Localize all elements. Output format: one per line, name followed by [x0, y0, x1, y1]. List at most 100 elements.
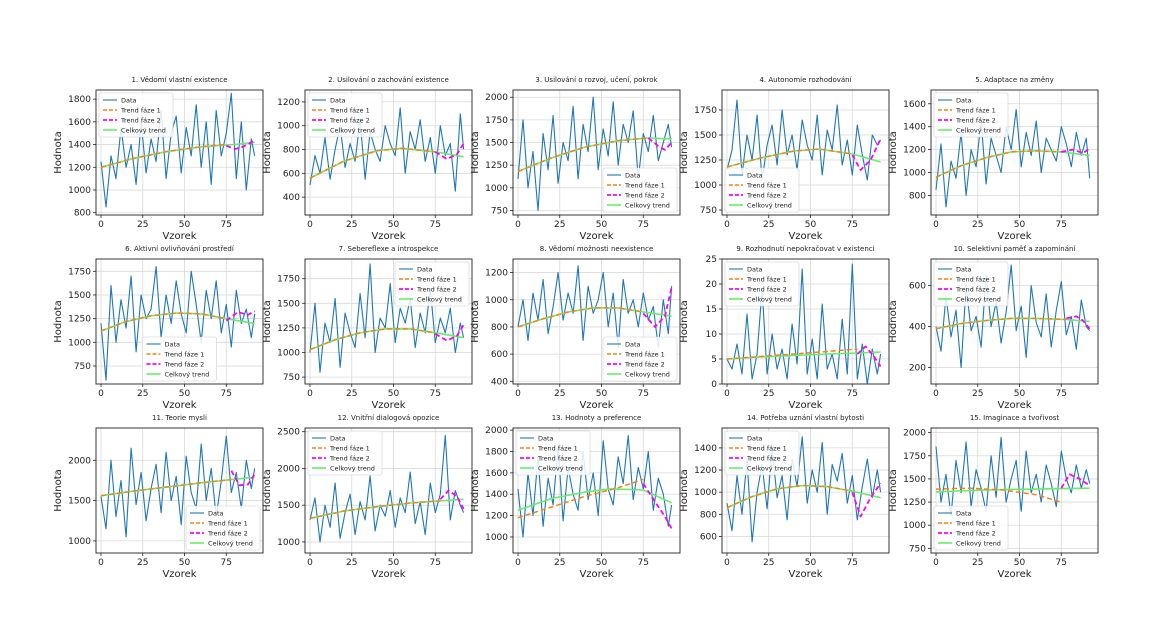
legend: Data Trend fáze 1 Trend fáze 2 Celkový tren…: [394, 261, 470, 307]
chart-title: 6. Aktivní ovlivňování prostředí: [125, 245, 235, 253]
y-tick-label: 800: [491, 323, 508, 333]
y-tick-label: 750: [700, 206, 717, 216]
legend-box: [142, 336, 217, 382]
x-tick-label: 75: [221, 558, 232, 568]
legend-label: Trend fáze 2: [746, 192, 787, 200]
x-tick-label: 50: [596, 220, 608, 230]
chart-title: 7. Sebereflexe a introspekce: [339, 245, 439, 253]
y-tick-label: 600: [283, 169, 300, 179]
x-tick-label: 75: [1056, 389, 1067, 399]
legend-box: [933, 261, 1009, 307]
y-axis-label: Hodnota: [888, 469, 899, 512]
series-group: [935, 108, 1091, 208]
y-tick-label: 25: [706, 255, 717, 265]
y-tick-label: 1750: [68, 267, 91, 277]
chart-title: 2. Usilování o zachování existence: [328, 76, 449, 84]
legend: Data Trend fáze 1 Trend fáze 2 Celkový tren…: [307, 92, 383, 138]
y-tick-label: 400: [909, 323, 926, 333]
y-tick-label: 1500: [485, 139, 508, 149]
series-line-trend-f-ze-2: [225, 310, 256, 322]
x-tick-label: 50: [596, 558, 608, 568]
y-tick-label: 1600: [903, 100, 926, 110]
series-group: [309, 107, 465, 192]
legend-label: Data: [747, 172, 763, 180]
legend-label: Celkový trend: [330, 465, 375, 473]
x-axis-label: Vzorek: [579, 569, 613, 580]
x-axis-label: Vzorek: [997, 569, 1031, 580]
series-line-data: [935, 108, 1091, 208]
chart-title: 10. Selektivní paměť a zapomínání: [954, 244, 1077, 253]
y-tick-label: 1000: [277, 122, 300, 132]
axes-frame: [930, 427, 1099, 554]
y-tick-label: 1750: [277, 275, 300, 285]
x-tick-label: 25: [972, 558, 983, 568]
legend: Data Trend fáze 1 Trend fáze 2 Celkový tren…: [185, 505, 261, 551]
chart-panel-11: 0 25 50 75 1000 1500 2000 11. Teorie mysli Vzore…: [53, 414, 264, 580]
legend: Data Trend fáze 1 Trend fáze 2 Celkový tren…: [724, 261, 800, 307]
series-line-celkov-trend: [309, 147, 464, 179]
legend: Data Trend fáze 1 Trend fáze 2 Celkový tren…: [933, 92, 1009, 138]
y-tick-label: 1400: [694, 444, 717, 454]
x-tick-label: 0: [933, 389, 939, 399]
y-tick-label: 2500: [277, 428, 300, 438]
chart-title: 3. Usilování o rozvoj, učení, pokrok: [535, 76, 658, 84]
x-axis-label: Vzorek: [162, 231, 196, 242]
chart-panel-5: 0 25 50 75 800 1000 1200 1400 1600 5. Adaptace na…: [888, 76, 1099, 242]
y-tick-label: 1200: [485, 269, 508, 279]
series-line-data: [726, 436, 882, 543]
series-line-data: [100, 92, 256, 208]
legend-box: [933, 505, 1009, 551]
y-tick-label: 1800: [68, 95, 91, 105]
chart-panel-13: 0 25 50 75 1000 1200 1400 1600 1800 2000 13. Hodno…: [470, 414, 681, 580]
legend: Data Trend fáze 1 Trend fáze 2 Celkový tren…: [724, 167, 800, 213]
x-axis-label: Vzorek: [788, 400, 822, 411]
x-tick-label: 0: [98, 220, 104, 230]
chart-title: 13. Hodnoty a preference: [552, 414, 642, 422]
series-group: [100, 92, 256, 208]
legend-box: [98, 92, 174, 138]
legend-label: Celkový trend: [956, 296, 1001, 304]
y-tick-label: 1750: [485, 116, 508, 126]
y-tick-label: 1250: [694, 156, 717, 166]
x-axis-label: Vzorek: [371, 231, 405, 242]
x-tick-label: 50: [179, 558, 191, 568]
legend: Data Trend fáze 1 Trend fáze 2 Celkový tren…: [142, 336, 217, 382]
x-tick-label: 75: [221, 220, 232, 230]
y-tick-label: 2000: [277, 464, 300, 474]
x-tick-label: 50: [1014, 220, 1026, 230]
legend-label: Trend fáze 2: [624, 192, 665, 200]
legend-box: [724, 167, 800, 213]
y-tick-label: 1000: [694, 488, 717, 498]
axes-frame: [721, 89, 890, 216]
legend-label: Celkový trend: [747, 465, 792, 473]
series-line-trend-f-ze-1: [935, 150, 1062, 178]
y-axis-label: Hodnota: [888, 300, 899, 343]
chart-title: 12. Vnitřní dialogová opozice: [338, 414, 440, 422]
x-tick-label: 25: [972, 220, 983, 230]
y-tick-label: 600: [909, 282, 926, 292]
y-tick-label: 750: [74, 362, 91, 372]
chart-panel-3: 0 25 50 75 750 1000 1250 1500 1750 2000 3. Usilová…: [470, 76, 681, 242]
legend-label: Data: [417, 266, 433, 274]
series-line-trend-f-ze-1: [726, 348, 858, 360]
y-axis-label: Hodnota: [262, 131, 273, 174]
y-tick-label: 15: [706, 305, 717, 315]
x-tick-label: 50: [596, 389, 608, 399]
series-line-trend-f-ze-2: [1060, 473, 1091, 489]
chart-title: 4. Autonomie rozhodování: [759, 76, 852, 84]
y-axis-label: Hodnota: [53, 131, 64, 174]
x-tick-label: 75: [847, 558, 858, 568]
y-axis-label: Hodnota: [53, 469, 64, 512]
axes-frame: [930, 89, 1099, 216]
y-tick-label: 1500: [277, 299, 300, 309]
series-line-trend-f-ze-1: [935, 487, 1062, 503]
y-axis-label: Hodnota: [262, 300, 273, 343]
legend-label: Trend fáze 2: [746, 455, 787, 463]
series-line-trend-f-ze-1: [309, 500, 441, 520]
series-line-trend-f-ze-2: [642, 483, 673, 529]
x-tick-label: 25: [346, 389, 357, 399]
series-group: [935, 436, 1091, 517]
series-line-trend-f-ze-1: [935, 317, 1067, 330]
series-line-trend-f-ze-2: [851, 482, 882, 518]
